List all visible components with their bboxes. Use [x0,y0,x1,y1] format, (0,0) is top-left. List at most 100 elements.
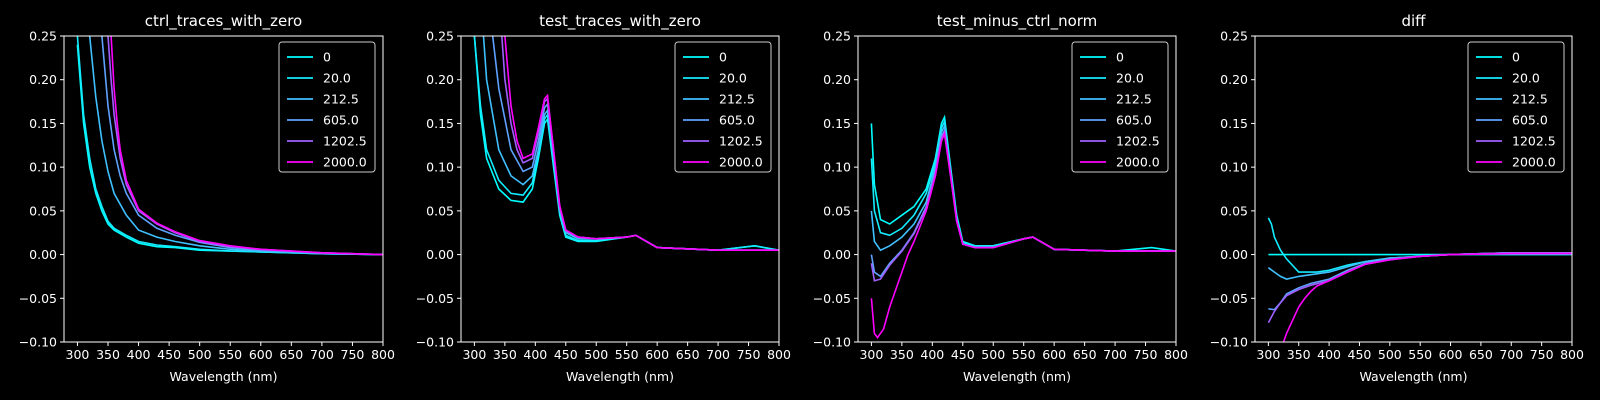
legend-label: 2000.0 [719,155,763,170]
legend-label: 20.0 [323,71,351,86]
y-tick-label: −0.05 [416,291,454,306]
y-tick-label: 0.20 [29,72,57,87]
y-tick-label: −0.05 [1210,291,1248,306]
legend: 0 20.0 212.5 605.0 1202.5 2000.0 [278,41,376,173]
legend-label: 605.0 [1512,113,1548,128]
y-tick-label: 0.25 [29,29,57,44]
y-tick-label: 0.10 [823,160,851,175]
x-tick-label: 800 [1164,347,1188,362]
series-line-2000.0 [870,130,1176,339]
chart-title: diff [1401,12,1426,30]
x-tick-label: 400 [127,347,151,362]
chart-title: ctrl_traces_with_zero [145,12,302,31]
x-tick-label: 650 [279,347,303,362]
x-axis-label: Wavelength (nm) [566,369,674,384]
legend-label: 212.5 [1512,92,1548,107]
series-line-20.0 [76,36,383,256]
legend-label: 1202.5 [719,134,763,149]
y-tick-label: 0.10 [426,160,454,175]
y-tick-label: 0.10 [1220,160,1248,175]
y-tick-label: 0.10 [29,160,57,175]
y-tick-label: −0.10 [19,335,57,350]
chart-title: test_traces_with_zero [539,12,701,31]
x-tick-label: 400 [920,347,944,362]
y-tick-label: 0.05 [823,203,851,218]
x-tick-label: 350 [493,347,517,362]
chart-panel-3: 300 350 400 450 500 550 600 650 700 750 800 −0.10 −0… [813,12,1188,384]
x-tick-label: 350 [890,347,914,362]
y-tick-label: 0.05 [1220,203,1248,218]
legend-label: 20.0 [1116,71,1144,86]
legend-label: 2000.0 [1116,155,1160,170]
y-tick-label: −0.10 [1210,335,1248,350]
legend-label: 1202.5 [1512,134,1556,149]
y-tick-label: 0.20 [1220,72,1248,87]
x-tick-label: 450 [157,347,181,362]
y-tick-label: 0.00 [29,247,57,262]
series-lines [473,36,779,252]
y-tick-label: 0.25 [426,29,454,44]
legend-box [1071,41,1169,173]
x-tick-label: 700 [1499,347,1523,362]
series-line-212.5 [88,36,383,256]
legend-box [674,41,772,173]
legend-label: 0 [1512,50,1520,65]
y-tick-label: 0.05 [29,203,57,218]
x-tick-label: 400 [523,347,547,362]
x-tick-label: 600 [1042,347,1066,362]
chart-title: test_minus_ctrl_norm [937,12,1098,31]
x-tick-label: 550 [1012,347,1036,362]
x-tick-label: 450 [554,347,578,362]
x-axis-label: Wavelength (nm) [170,369,278,384]
x-tick-label: 800 [1560,347,1584,362]
series-line-605.0 [101,36,383,256]
legend-label: 605.0 [323,113,359,128]
y-tick-label: −0.05 [813,291,851,306]
x-tick-label: 500 [188,347,212,362]
chart-panel-2: 300 350 400 450 500 550 600 650 700 750 800 −0.10 −0… [416,12,791,384]
x-tick-label: 400 [1317,347,1341,362]
series-line-2000.0 [504,36,779,251]
x-tick-label: 750 [1530,347,1554,362]
y-tick-label: 0.05 [426,203,454,218]
y-tick-label: 0.00 [426,247,454,262]
x-tick-label: 300 [859,347,883,362]
series-lines [1267,217,1572,342]
legend-label: 212.5 [323,92,359,107]
series-lines [76,36,383,256]
legend-label: 0 [1116,50,1124,65]
x-tick-label: 600 [249,347,273,362]
plot-frame [857,35,1177,343]
x-tick-label: 650 [676,347,700,362]
y-tick-label: 0.25 [823,29,851,44]
y-tick-label: 0.20 [426,72,454,87]
chart-panel-4: 300 350 400 450 500 550 600 650 700 750 800 −0.10 −0… [1210,12,1584,384]
y-tick-label: −0.10 [416,335,454,350]
x-tick-label: 800 [767,347,791,362]
legend-label: 1202.5 [1116,134,1160,149]
x-tick-label: 700 [310,347,334,362]
x-tick-label: 500 [981,347,1005,362]
x-tick-label: 750 [1134,347,1158,362]
y-tick-label: 0.15 [1220,116,1248,131]
series-line-605.0 [1268,252,1572,311]
x-tick-label: 450 [1348,347,1372,362]
legend-label: 20.0 [719,71,747,86]
x-tick-label: 750 [737,347,761,362]
legend-label: 212.5 [1116,92,1152,107]
y-tick-label: 0.15 [29,116,57,131]
x-axis-label: Wavelength (nm) [963,369,1071,384]
legend: 0 20.0 212.5 605.0 1202.5 2000.0 [1071,41,1169,173]
legend-label: 20.0 [1512,71,1540,86]
plot-frame [63,35,384,343]
x-tick-label: 550 [1408,347,1432,362]
y-tick-label: 0.00 [823,247,851,262]
x-tick-label: 650 [1469,347,1493,362]
x-tick-label: 600 [1439,347,1463,362]
x-tick-label: 450 [951,347,975,362]
x-tick-label: 300 [66,347,90,362]
x-tick-label: 350 [96,347,120,362]
x-tick-label: 800 [371,347,395,362]
x-axis-label: Wavelength (nm) [1360,369,1468,384]
